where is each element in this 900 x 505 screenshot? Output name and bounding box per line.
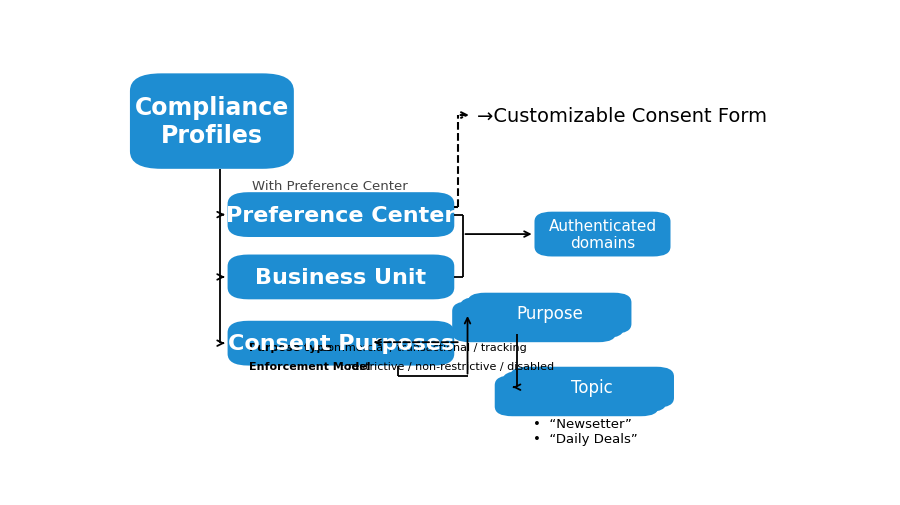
Text: →Customizable Consent Form: →Customizable Consent Form: [477, 107, 768, 126]
FancyBboxPatch shape: [228, 255, 454, 300]
Text: : restrictive / non-restrictive / disabled: : restrictive / non-restrictive / disabl…: [341, 361, 554, 371]
FancyBboxPatch shape: [535, 212, 670, 257]
FancyBboxPatch shape: [228, 193, 454, 237]
Text: Purpose: Purpose: [516, 305, 583, 323]
FancyBboxPatch shape: [467, 293, 632, 334]
FancyBboxPatch shape: [460, 297, 624, 338]
Text: : commercial / transactional / tracking: : commercial / transactional / tracking: [314, 342, 526, 352]
Text: Purpose type: Purpose type: [248, 342, 331, 352]
FancyBboxPatch shape: [495, 376, 659, 417]
Text: Consent Purposes: Consent Purposes: [228, 333, 454, 354]
Text: Business Unit: Business Unit: [256, 268, 427, 287]
Text: Topic: Topic: [572, 378, 613, 396]
Text: Enforcement Model: Enforcement Model: [248, 361, 370, 371]
Text: Compliance
Profiles: Compliance Profiles: [135, 96, 289, 147]
FancyBboxPatch shape: [452, 301, 616, 342]
FancyBboxPatch shape: [130, 74, 293, 170]
Text: Authenticated
domains: Authenticated domains: [548, 219, 657, 251]
FancyBboxPatch shape: [228, 321, 454, 366]
Text: Preference Center: Preference Center: [226, 205, 455, 225]
FancyBboxPatch shape: [502, 371, 666, 412]
FancyBboxPatch shape: [510, 367, 674, 408]
Text: With Preference Center: With Preference Center: [252, 179, 408, 192]
Text: •  “Newsetter”
•  “Daily Deals”: • “Newsetter” • “Daily Deals”: [533, 417, 638, 445]
